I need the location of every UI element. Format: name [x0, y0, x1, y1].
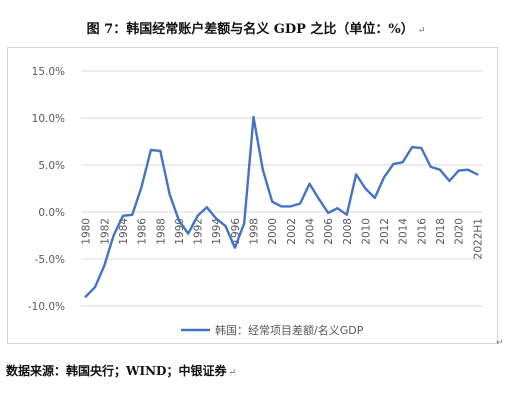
x-tick-label: 2000: [267, 218, 279, 245]
series-line: [84, 115, 479, 298]
x-tick-label: 2012: [379, 218, 391, 245]
x-tick-label: 2016: [416, 218, 428, 245]
y-tick-label: 15.0%: [32, 66, 65, 78]
data-source-text: 数据来源：韩国央行；WIND；中银证券: [6, 364, 227, 378]
y-tick-label: 10.0%: [32, 113, 65, 125]
x-tick-label: 1986: [137, 218, 149, 245]
legend-label: 韩国：经常项目差额/名义GDP: [215, 323, 364, 337]
x-tick-label: 2014: [398, 218, 410, 245]
y-tick-label: -5.0%: [35, 254, 65, 266]
x-tick-label: 1982: [99, 218, 111, 245]
x-axis-tick-labels: 1980 1982 1984 1986 1988 1990 1992 1994 1996 1998…: [81, 218, 485, 260]
y-tick-label: 5.0%: [38, 160, 65, 172]
y-axis-tick-labels: -10.0% -5.0% 0.0% 5.0% 10.0% 15.0%: [28, 66, 65, 313]
x-tick-label: 2004: [304, 218, 316, 245]
y-tick-label: -10.0%: [28, 301, 65, 313]
x-tick-label: 1992: [193, 218, 205, 245]
legend: 韩国：经常项目差额/名义GDP: [181, 323, 364, 337]
line-chart: -10.0% -5.0% 0.0% 5.0% 10.0% 15.0% 1980 1982 19…: [28, 66, 485, 337]
figure-title: 图 7：韩国经常账户差额与名义 GDP 之比（单位：%） ↵: [0, 18, 512, 37]
x-tick-label: 1994: [211, 218, 223, 245]
x-tick-label: 2020: [454, 218, 466, 245]
x-tick-label: 2002: [286, 218, 298, 245]
x-tick-label: 2010: [360, 218, 372, 245]
series-lines: [84, 115, 479, 298]
x-tick-label: 2008: [342, 218, 354, 245]
x-tick-label: 2018: [435, 218, 447, 245]
x-tick-label: 2006: [323, 218, 335, 245]
x-tick-label: 1988: [155, 218, 167, 245]
x-tick-label: 1980: [81, 218, 93, 245]
y-tick-label: 0.0%: [38, 207, 65, 219]
x-tick-label: 2022H1: [472, 218, 484, 259]
paragraph-mark-icon: ↵: [228, 368, 237, 378]
x-tick-label: 1984: [118, 218, 130, 245]
data-source-note: 数据来源：韩国央行；WIND；中银证券 ↵: [6, 362, 236, 379]
paragraph-mark-icon: ↵: [496, 338, 504, 348]
chart-container: -10.0% -5.0% 0.0% 5.0% 10.0% 15.0% 1980 1982 19…: [7, 47, 498, 344]
figure-title-text: 图 7：韩国经常账户差额与名义 GDP 之比（单位：%）: [86, 22, 414, 37]
x-tick-label: 1998: [249, 218, 261, 245]
paragraph-mark-icon: ↵: [417, 26, 426, 36]
